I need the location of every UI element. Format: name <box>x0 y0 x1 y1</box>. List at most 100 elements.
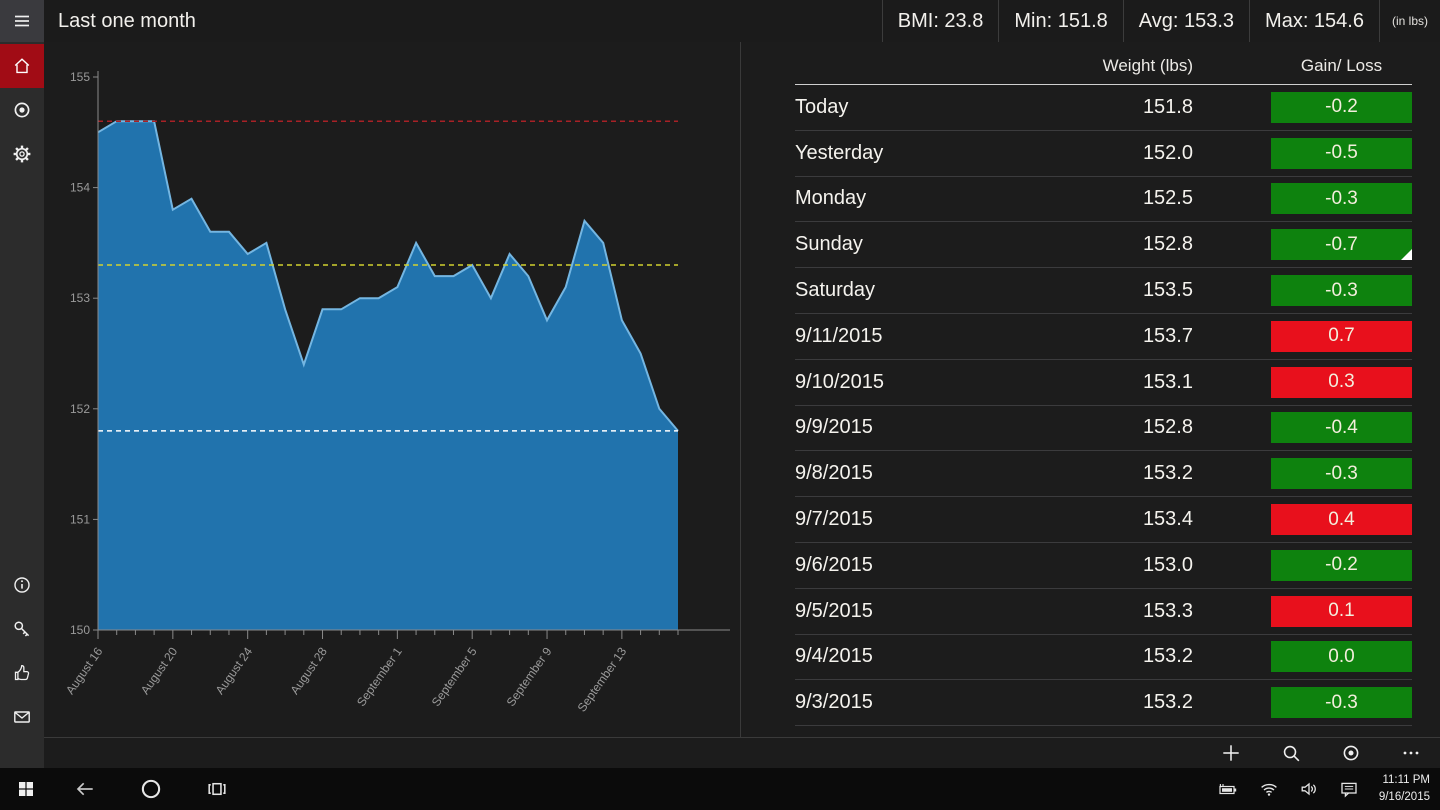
table-row[interactable]: Today 151.8 -0.2 <box>795 85 1412 131</box>
sidebar-item-home[interactable] <box>0 44 44 88</box>
clock[interactable]: 11:11 PM 9/16/2015 <box>1379 772 1430 805</box>
mail-icon <box>14 711 30 723</box>
weight-value: 152.8 <box>1142 233 1193 256</box>
record-icon <box>14 102 30 118</box>
top-bar: Last one month BMI: 23.8 Min: 151.8 Avg: 1… <box>0 0 1440 42</box>
table-row[interactable]: 9/7/2015 153.4 0.4 <box>795 497 1412 543</box>
weight-value: 152.5 <box>1142 187 1193 210</box>
table-row[interactable]: 9/10/2015 153.1 0.3 <box>795 360 1412 406</box>
system-tray: 11:11 PM 9/16/2015 <box>1217 772 1440 805</box>
day-label: Yesterday <box>795 141 884 164</box>
command-bar <box>44 737 1440 768</box>
sidebar-top-group <box>0 44 44 176</box>
table-row[interactable]: Sunday 152.8 -0.7 <box>795 222 1412 269</box>
stat-bmi: BMI: 23.8 <box>881 0 999 42</box>
svg-text:September 9: September 9 <box>504 644 555 709</box>
svg-text:152: 152 <box>70 402 90 416</box>
day-label: Today <box>795 95 849 118</box>
weight-value: 153.1 <box>1142 370 1193 393</box>
day-label: 9/9/2015 <box>795 416 873 439</box>
day-label: 9/10/2015 <box>795 370 884 393</box>
table-row[interactable]: 9/9/2015 152.8 -0.4 <box>795 406 1412 452</box>
gain-loss-badge: -0.2 <box>1271 549 1412 581</box>
sidebar-bottom-group <box>0 563 44 739</box>
day-label: Sunday <box>795 233 863 256</box>
more-button[interactable] <box>1394 740 1428 766</box>
start-button[interactable] <box>0 768 52 810</box>
key-icon <box>14 621 30 637</box>
menu-button[interactable] <box>0 0 44 42</box>
svg-text:154: 154 <box>70 181 90 195</box>
cortana-button[interactable] <box>118 768 184 810</box>
task-view-button[interactable] <box>184 768 250 810</box>
plus-icon <box>1223 745 1239 761</box>
weight-value: 153.7 <box>1142 324 1193 347</box>
header-gain-loss-column: Gain/ Loss <box>1300 56 1383 75</box>
gain-loss-badge: 0.4 <box>1271 504 1412 536</box>
back-button[interactable] <box>52 768 118 810</box>
hamburger-icon <box>15 15 29 27</box>
volume-icon[interactable] <box>1299 779 1319 799</box>
note-corner <box>1401 249 1412 261</box>
cortana-icon <box>141 779 161 799</box>
gain-loss-badge: -0.3 <box>1271 183 1412 215</box>
weight-value: 152.0 <box>1142 141 1193 164</box>
sidebar-item-record[interactable] <box>0 88 44 132</box>
sidebar-item-info[interactable] <box>0 563 44 607</box>
sidebar-item-settings[interactable] <box>0 132 44 176</box>
page-title: Last one month <box>58 9 196 32</box>
sidebar-item-key[interactable] <box>0 607 44 651</box>
svg-text:August 16: August 16 <box>63 644 106 697</box>
table-row[interactable]: Yesterday 152.0 -0.5 <box>795 131 1412 177</box>
svg-text:August 28: August 28 <box>288 644 331 697</box>
search-button[interactable] <box>1274 740 1308 766</box>
svg-text:September 13: September 13 <box>575 644 630 714</box>
clock-time: 11:11 PM <box>1382 774 1430 787</box>
table-row[interactable]: 9/4/2015 153.2 0.0 <box>795 635 1412 681</box>
svg-text:155: 155 <box>70 70 90 84</box>
gain-loss-badge: -0.7 <box>1271 229 1412 261</box>
gain-loss-badge: -0.3 <box>1271 458 1412 490</box>
gain-loss-badge: -0.4 <box>1271 412 1412 444</box>
day-label: 9/8/2015 <box>795 462 873 485</box>
table-row[interactable]: 9/5/2015 153.3 0.1 <box>795 589 1412 635</box>
ellipsis-icon <box>1403 751 1419 755</box>
sidebar-item-feedback[interactable] <box>0 651 44 695</box>
table-row[interactable]: 9/8/2015 153.2 -0.3 <box>795 451 1412 498</box>
weight-table-body: Today 151.8 -0.2 Yesterday 152.0 -0.5 Monday 15… <box>795 85 1412 727</box>
thumbs-up-icon <box>14 665 30 681</box>
weight-table: Weight (lbs) Gain/ Loss Today 151.8 -0.2 Ye… <box>740 42 1440 737</box>
taskbar: 11:11 PM 9/16/2015 <box>0 768 1440 810</box>
record-button[interactable] <box>1334 740 1368 766</box>
table-row[interactable]: Saturday 153.5 -0.3 <box>795 268 1412 314</box>
day-label: 9/6/2015 <box>795 553 873 576</box>
stat-min: Min: 151.8 <box>998 0 1122 42</box>
svg-text:September 1: September 1 <box>354 644 405 709</box>
day-label: Saturday <box>795 279 876 302</box>
unit-label: (in lbs) <box>1378 0 1440 42</box>
day-label: 9/7/2015 <box>795 508 873 531</box>
back-icon <box>76 782 93 796</box>
table-row[interactable]: 9/11/2015 153.7 0.7 <box>795 314 1412 360</box>
action-center-icon[interactable] <box>1339 779 1359 799</box>
table-row[interactable]: 9/6/2015 153.0 -0.2 <box>795 543 1412 589</box>
header-weight-column: Weight (lbs) <box>1102 56 1193 75</box>
day-label: 9/11/2015 <box>795 324 883 347</box>
svg-text:September 5: September 5 <box>429 644 480 709</box>
weight-chart: 150 151 152 153 154 155 August 16 August 20 Augu… <box>63 70 730 714</box>
weight-value: 153.4 <box>1142 508 1193 531</box>
table-row[interactable]: Monday 152.5 -0.3 <box>795 177 1412 223</box>
sidebar-item-mail[interactable] <box>0 695 44 739</box>
svg-text:153: 153 <box>70 291 90 305</box>
record-dot-icon <box>1343 745 1359 761</box>
table-row[interactable]: 9/3/2015 153.2 -0.3 <box>795 680 1412 727</box>
weight-value: 153.2 <box>1142 462 1193 485</box>
search-icon <box>1283 745 1299 761</box>
battery-icon[interactable] <box>1217 779 1239 799</box>
gain-loss-badge: -0.3 <box>1271 687 1412 719</box>
wifi-icon[interactable] <box>1259 779 1279 799</box>
sidebar <box>0 42 44 768</box>
weight-value: 153.0 <box>1142 553 1193 576</box>
add-button[interactable] <box>1214 740 1248 766</box>
